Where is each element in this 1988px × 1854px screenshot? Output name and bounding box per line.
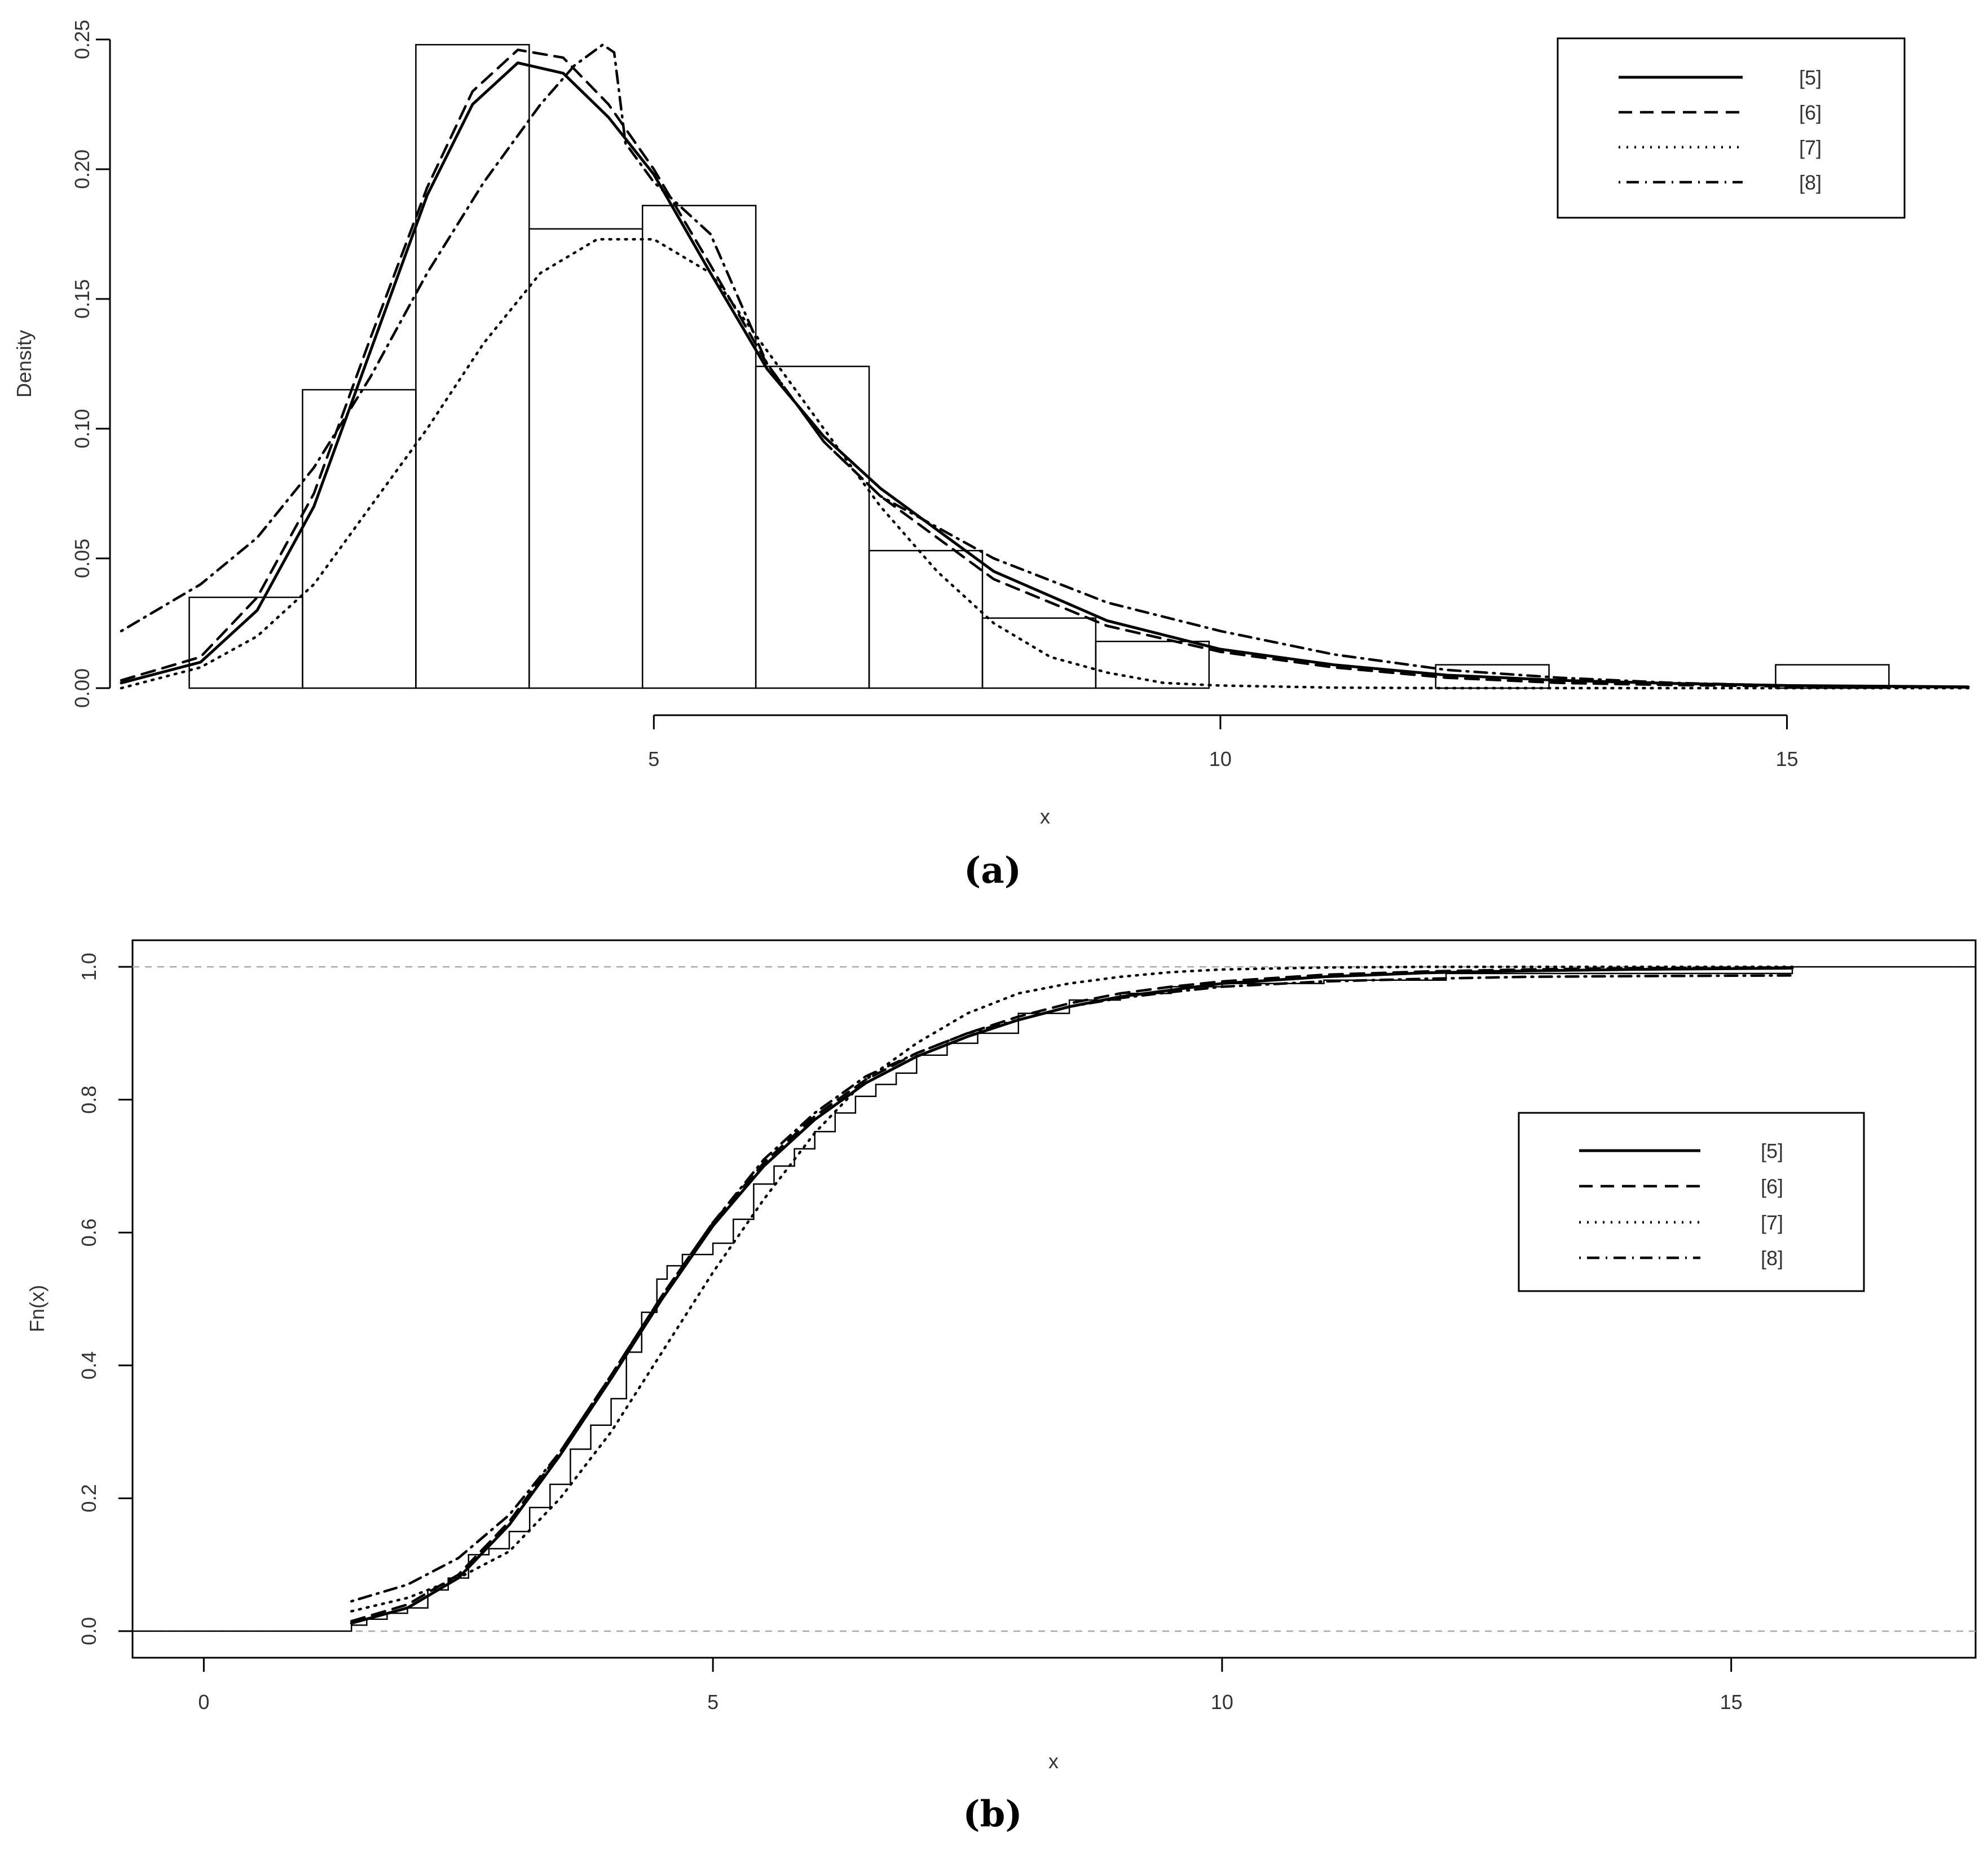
- panel-a-y-tick-label: 0.15: [70, 279, 94, 319]
- panel-a-x-tick-label: 5: [648, 747, 659, 770]
- panel-b-y-tick-label: 0.2: [77, 1484, 100, 1512]
- panel-b-y-tick-label: 0.4: [77, 1351, 100, 1380]
- density-curves: [120, 43, 1970, 690]
- panel-b-legend-box: [1518, 1112, 1865, 1292]
- panel-a-y-tick-label: 0.00: [70, 668, 94, 708]
- cdf-curve-solid: [350, 967, 1794, 1625]
- ecdf-path: [133, 966, 1976, 1632]
- panel-a-y-tick-label: 0.05: [70, 539, 94, 578]
- panel-b-x-tick-label: 5: [707, 1690, 718, 1714]
- panel-b-x-tick-label: 15: [1720, 1690, 1743, 1714]
- panel-a-x-tick-label: 10: [1209, 747, 1232, 770]
- histogram-bar: [1095, 640, 1210, 689]
- panel-a-legend-box: [1557, 37, 1906, 219]
- panel-a-y-tick-label: 0.10: [70, 409, 94, 448]
- density-curve-dot-dash: [120, 43, 1970, 689]
- panel-b-y-tick-label: 0.8: [77, 1086, 100, 1114]
- panel-a-legend-item: [5]: [1799, 66, 1822, 89]
- panel-b-ecdf: 0.0 0.2 0.4 0.6 0.8 1.0 0 5 10 15 Fn(x) x [5] [6]…: [25, 939, 1977, 1835]
- histogram-bar: [981, 617, 1097, 689]
- panel-b-x-tick-label: 10: [1211, 1690, 1233, 1714]
- panel-a-density-histogram: 0.000.050.100.150.200.255 10 15 Density x …: [12, 20, 1970, 892]
- panel-b-legend-item: [8]: [1761, 1247, 1783, 1270]
- panel-b-x-tick-label: 0: [198, 1690, 209, 1714]
- panel-b-caption: (b): [963, 1793, 1022, 1835]
- panel-b-y-axis-label: Fn(x): [25, 1285, 49, 1332]
- panel-a-y-tick-label: 0.20: [70, 149, 94, 189]
- panel-a-x-axis-label: x: [1040, 805, 1050, 828]
- panel-b-y-tick-label: 0.0: [77, 1617, 100, 1645]
- panel-a-legend-swatches: [1619, 76, 1743, 184]
- density-curve-dashed: [120, 49, 1970, 689]
- cdf-curve-dot-dash: [350, 974, 1794, 1603]
- histogram-bar: [302, 389, 417, 689]
- density-curve-solid: [120, 61, 1970, 689]
- panel-b-legend: [5] [6] [7] [8]: [1518, 1112, 1865, 1292]
- panel-a-legend: [5] [6] [7] [8]: [1557, 37, 1906, 219]
- panel-a-legend-item: [8]: [1799, 171, 1822, 194]
- reference-lines: [133, 966, 1976, 1632]
- panel-a-x-tick-label: 15: [1776, 747, 1799, 770]
- panel-a-y-axis-label: Density: [12, 330, 36, 398]
- panel-b-plot-frame: [131, 939, 1977, 1659]
- ecdf-step-function: [133, 966, 1976, 1632]
- panel-b-legend-swatches: [1579, 1149, 1700, 1260]
- panel-a-legend-item: [7]: [1799, 136, 1822, 159]
- histogram-bars: [188, 43, 1890, 689]
- histogram-bar: [641, 205, 757, 689]
- cdf-curve-dashed: [350, 966, 1794, 1623]
- panel-a-caption: (a): [964, 849, 1021, 892]
- panel-b-x-axis-label: x: [1048, 1750, 1059, 1773]
- panel-a-legend-item: [6]: [1799, 101, 1822, 124]
- cdf-curves: [350, 965, 1794, 1625]
- panel-b-y-tick-label: 1.0: [77, 953, 100, 981]
- histogram-bar: [528, 228, 643, 689]
- panel-b-legend-item: [6]: [1761, 1175, 1783, 1198]
- panel-a-axes: 0.00 0.05 0.10 0.15 0.20 0.25 5 10 15: [70, 20, 1799, 770]
- density-curve-dotted: [120, 237, 1970, 690]
- panel-b-legend-item: [7]: [1761, 1211, 1783, 1234]
- histogram-bar: [755, 365, 870, 689]
- histogram-bar: [868, 549, 984, 689]
- panel-b-axes: 0.0 0.2 0.4 0.6 0.8 1.0 0 5 10 15: [77, 953, 1743, 1714]
- panel-b-y-tick-label: 0.6: [77, 1218, 100, 1247]
- panel-b-legend-item: [5]: [1761, 1139, 1783, 1162]
- panel-a-y-tick-label: 0.25: [70, 20, 94, 59]
